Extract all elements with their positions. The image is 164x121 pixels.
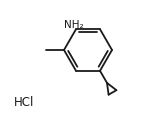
Text: NH₂: NH₂ xyxy=(64,20,83,30)
Text: HCl: HCl xyxy=(14,95,34,109)
